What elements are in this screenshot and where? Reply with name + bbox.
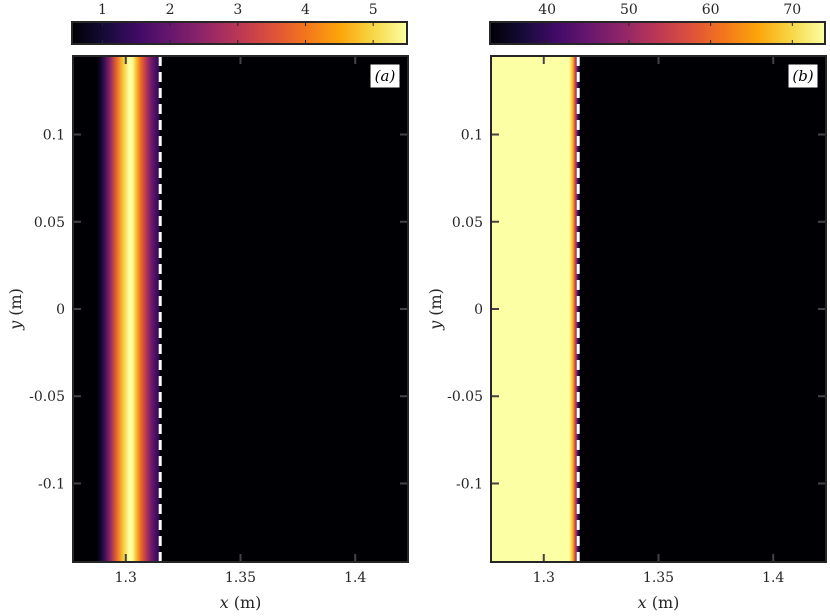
- y-tick-label: -0.05: [447, 389, 483, 405]
- y-axis-label: y (m): [426, 288, 445, 331]
- y-tick-label: 0.05: [452, 215, 483, 231]
- y-tick-label: 0: [474, 302, 483, 318]
- y-axis-label-var: y: [6, 320, 25, 331]
- panel-label-box: [369, 63, 401, 89]
- panel-label: (b): [792, 67, 813, 85]
- x-tick-label: 1.3: [533, 570, 555, 586]
- colorbar-tick-label: 2: [166, 2, 175, 18]
- y-tick-label: -0.1: [38, 476, 65, 492]
- colorbar-tick-label: 4: [301, 2, 310, 18]
- axes-frame: [72, 55, 409, 563]
- x-tick-label: 1.35: [225, 570, 256, 586]
- colorbar-tick-label: 1: [98, 2, 107, 18]
- axes-frame: [490, 55, 827, 563]
- x-tick-label: 1.4: [762, 570, 784, 586]
- y-axis-label-var: y: [426, 320, 445, 331]
- colorbar-tick-label: 50: [620, 2, 638, 18]
- heatmap-field: [491, 56, 826, 562]
- heatmap-field: [73, 56, 408, 562]
- panel-b: 40 50 60 70 1.3 1.35 1.4 0.1 0.05 0 -0.05 -0.1 (b) x …: [426, 2, 827, 612]
- y-tick-label: 0.1: [461, 128, 483, 144]
- y-tick-label: 0.05: [34, 215, 65, 231]
- x-axis-label-var: x: [220, 593, 229, 612]
- x-axis-label-unit: (m): [234, 593, 262, 612]
- x-axis-label-var: x: [638, 593, 647, 612]
- colorbar-tick-label: 70: [783, 2, 801, 18]
- y-tick-label: -0.05: [29, 389, 65, 405]
- panel-label-box: [787, 63, 819, 89]
- x-tick-label: 1.3: [115, 570, 137, 586]
- colorbar: [489, 21, 826, 45]
- colorbar-tick-label: 60: [702, 2, 720, 18]
- x-axis-label-unit: (m): [652, 593, 680, 612]
- x-axis-label: x (m): [638, 593, 680, 612]
- colorbar-tick-label: 5: [369, 2, 378, 18]
- x-tick-label: 1.4: [344, 570, 366, 586]
- y-axis-label: y (m): [6, 288, 25, 331]
- panel-label: (a): [375, 67, 396, 85]
- y-axis-label-unit: (m): [426, 288, 445, 316]
- x-axis-label: x (m): [220, 593, 262, 612]
- y-axis-label-unit: (m): [6, 288, 25, 316]
- colorbar: [71, 21, 408, 45]
- colorbar-tick-label: 3: [233, 2, 242, 18]
- colorbar-tick-label: 40: [538, 2, 556, 18]
- y-tick-label: -0.1: [456, 476, 483, 492]
- x-tick-label: 1.35: [643, 570, 674, 586]
- y-tick-label: 0.1: [43, 128, 65, 144]
- panel-a: 1 2 3 4 5 1.3 1.35 1.4 0.1 0.05 0 -0.05 -0.1 (a) x (m)…: [6, 2, 409, 612]
- y-tick-label: 0: [56, 302, 65, 318]
